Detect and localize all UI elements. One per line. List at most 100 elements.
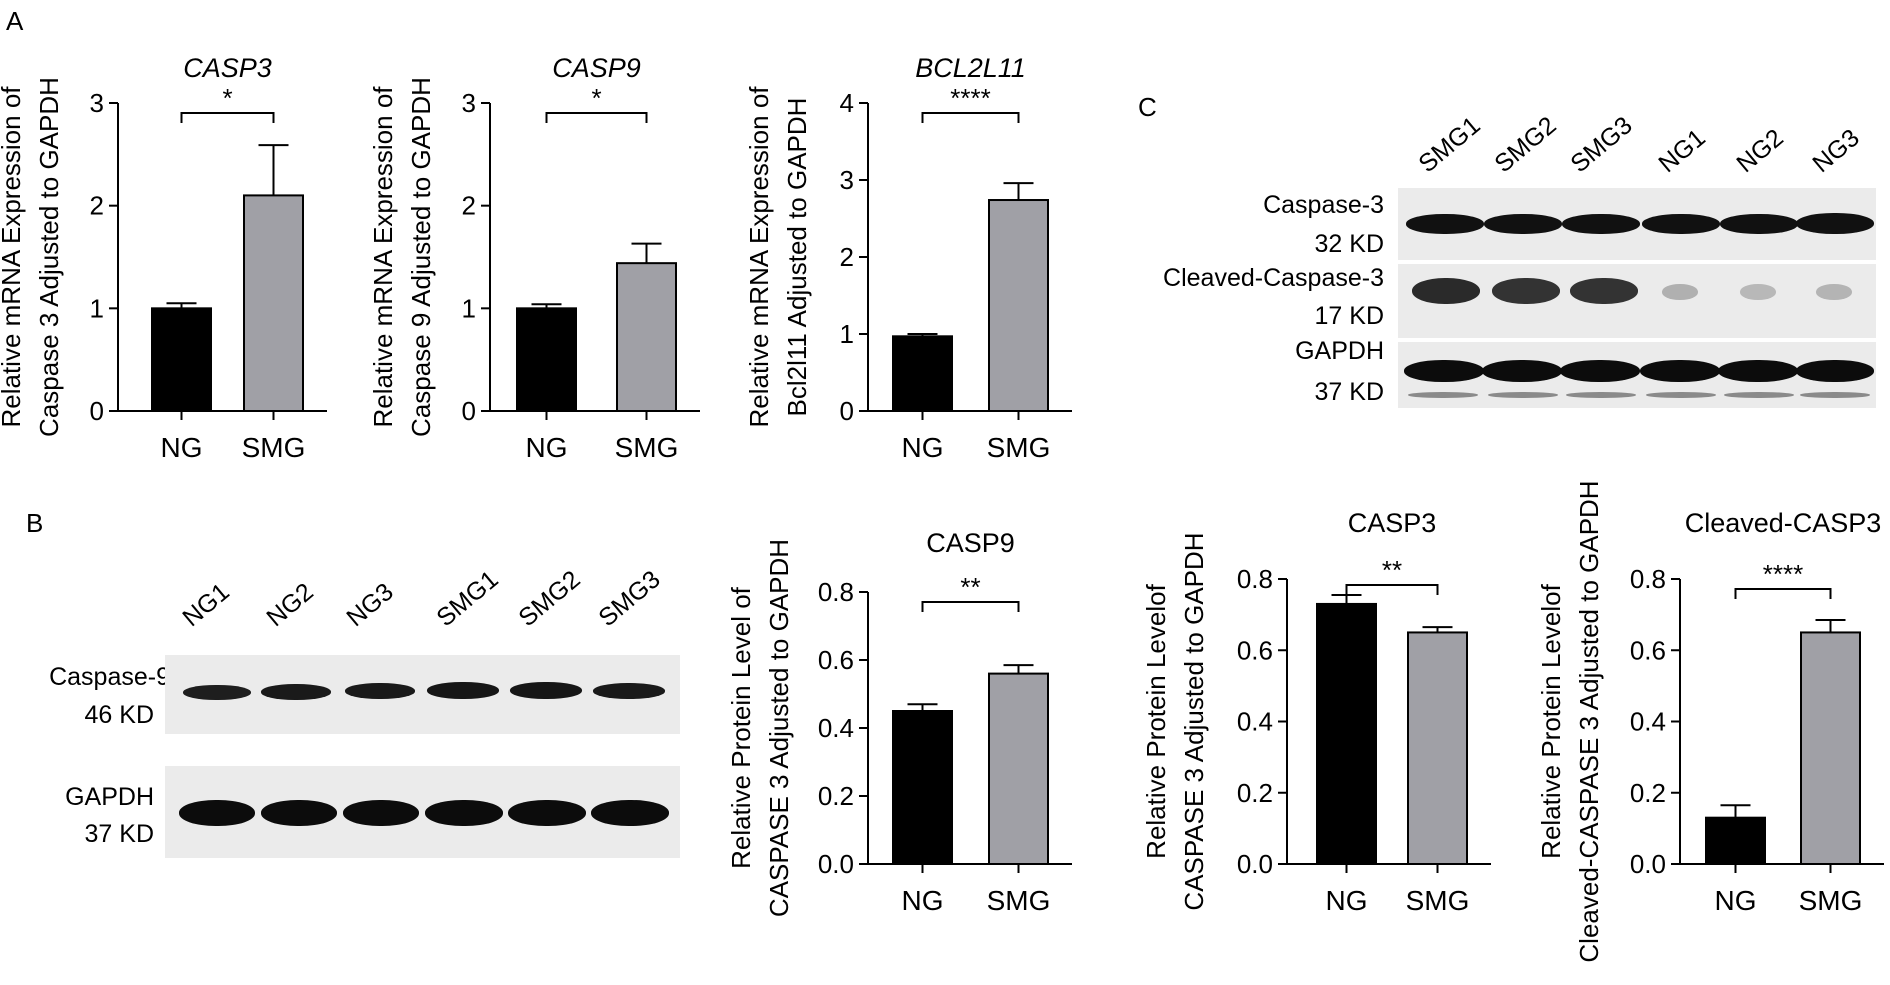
blot-b-protein-label: GAPDH: [65, 783, 154, 811]
y-axis-label: Relative mRNA Expression of: [0, 86, 26, 428]
y-tick-label: 1: [840, 319, 854, 349]
significance-label: *: [222, 83, 232, 113]
significance-label: ****: [1763, 559, 1803, 589]
blot-b-size-label: 46 KD: [84, 701, 154, 729]
y-tick-label: 0.4: [818, 713, 854, 743]
bar-smg: [1800, 631, 1861, 865]
y-tick-label: 0.0: [818, 849, 854, 879]
y-tick-label: 2: [462, 191, 476, 221]
chart-title: CASP3: [1348, 508, 1437, 538]
bar-smg: [988, 199, 1049, 412]
y-axis-label: Bcl2l11 Adjusted to GAPDH: [782, 98, 812, 417]
bar-smg: [1407, 631, 1468, 865]
y-tick-label: 0.8: [818, 577, 854, 607]
blot-band: [1740, 284, 1776, 300]
y-tick-label: 0.8: [1237, 564, 1273, 594]
blot-band: [183, 685, 251, 700]
blot-b-strip-gapdh: [165, 766, 680, 858]
blot-c-protein-label: GAPDH: [1295, 337, 1384, 365]
blot-band: [427, 682, 499, 699]
x-tick-label: NG: [161, 432, 203, 463]
blot-band: [1484, 214, 1562, 234]
y-tick-label: 0: [90, 396, 104, 426]
bar-ng: [892, 335, 953, 412]
y-axis-label: Relative mRNA Expression of: [368, 86, 398, 428]
significance-label: *: [591, 83, 601, 113]
y-axis-label: Caspase 9 Adjusted to GAPDH: [406, 77, 436, 437]
y-tick-label: 1: [462, 293, 476, 323]
blot-c-protein-label: Cleaved-Caspase-3: [1163, 264, 1384, 292]
blot-band: [1796, 360, 1874, 382]
y-tick-label: 0.6: [818, 645, 854, 675]
blot-band: [1796, 213, 1874, 234]
blot-b-strip-caspase9: [165, 655, 680, 734]
significance-bracket: [921, 112, 1020, 123]
x-tick-label: SMG: [1799, 885, 1863, 916]
blot-c-strip-caspase3: [1398, 188, 1876, 260]
panel-letter-c: C: [1138, 92, 1157, 122]
blot-c-size-label: 17 KD: [1314, 302, 1384, 330]
blot-band: [1406, 214, 1484, 234]
blot-band: [1718, 360, 1798, 382]
blot-band: [343, 800, 419, 826]
bar-ng: [516, 307, 577, 413]
y-axis-label: Cleaved-CASPASE 3 Adjusted to GAPDH: [1574, 480, 1604, 962]
x-tick-label: NG: [526, 432, 568, 463]
y-tick-label: 0.2: [818, 781, 854, 811]
blot-band: [1492, 278, 1560, 304]
blot-b-protein-label: Caspase-9: [49, 663, 170, 691]
blot-band: [425, 800, 503, 826]
blot-band: [508, 800, 586, 826]
y-tick-label: 0.2: [1237, 778, 1273, 808]
y-tick-label: 0.2: [1630, 778, 1666, 808]
x-tick-label: NG: [1326, 885, 1368, 916]
blot-band: [1412, 278, 1480, 304]
blot-band: [1404, 360, 1484, 382]
chart-title: CASP9: [926, 528, 1015, 558]
blot-band: [345, 683, 415, 699]
x-tick-label: SMG: [615, 432, 679, 463]
y-tick-label: 0: [462, 396, 476, 426]
y-axis-label: Relative Protein Levelof: [1141, 583, 1171, 858]
y-tick-label: 3: [462, 88, 476, 118]
y-axis-label: Relative Protein Levelof: [1536, 583, 1566, 858]
significance-bracket: [545, 112, 648, 123]
chart-title: BCL2L11: [915, 53, 1026, 83]
y-tick-label: 0.0: [1237, 849, 1273, 879]
significance-label: ****: [950, 83, 990, 113]
blot-band: [593, 683, 665, 699]
blot-band: [261, 684, 331, 700]
significance-bracket: [1345, 584, 1439, 596]
x-tick-label: SMG: [987, 432, 1051, 463]
blot-band: [1646, 392, 1716, 398]
bar-ng: [151, 307, 212, 413]
bar-smg: [616, 262, 677, 412]
y-tick-label: 1: [90, 293, 104, 323]
y-tick-label: 0.4: [1630, 707, 1666, 737]
y-tick-label: 2: [840, 242, 854, 272]
y-axis-label: Caspase 3 Adjusted to GAPDH: [34, 77, 64, 437]
y-tick-label: 3: [840, 165, 854, 195]
y-tick-label: 2: [90, 191, 104, 221]
blot-c-strip-gapdh: [1398, 342, 1876, 408]
bar-smg: [988, 672, 1049, 865]
panel-letter-a: A: [6, 6, 24, 36]
bar-ng: [892, 710, 953, 865]
y-tick-label: 0.0: [1630, 849, 1666, 879]
y-axis-label: Relative Protein Level of: [726, 586, 756, 869]
blot-band: [1724, 392, 1794, 398]
x-tick-label: SMG: [242, 432, 306, 463]
blot-band: [1662, 284, 1698, 300]
blot-c-size-label: 32 KD: [1314, 230, 1384, 258]
blot-band: [1560, 360, 1640, 382]
chart-title: CASP3: [183, 53, 272, 83]
blot-band: [1640, 360, 1720, 382]
y-tick-label: 0.4: [1237, 707, 1273, 737]
significance-label: **: [960, 572, 980, 602]
bar-ng: [1316, 602, 1377, 865]
blot-band: [1642, 214, 1720, 234]
y-axis-label: CASPASE 3 Adjusted to GAPDH: [764, 539, 794, 917]
blot-band: [1482, 360, 1562, 382]
blot-band: [510, 682, 582, 699]
